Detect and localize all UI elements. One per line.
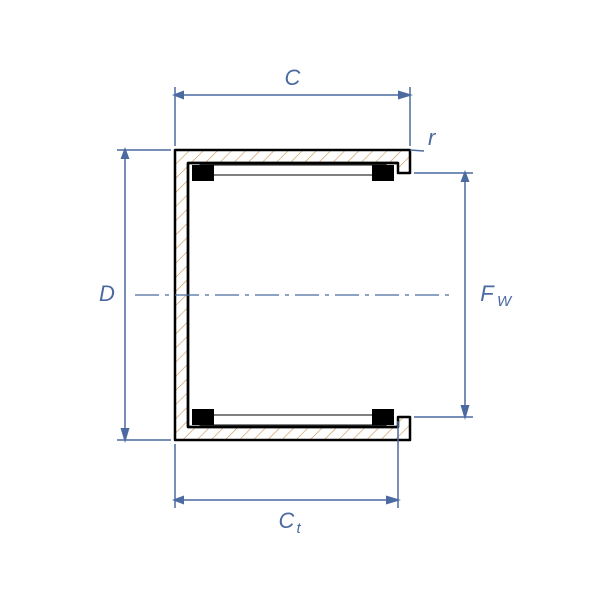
dim-r-label: r — [428, 125, 437, 150]
dim-d-label: D — [99, 281, 115, 306]
bearing-cross-section: C Ct D FWr — [0, 0, 600, 600]
seal-3 — [372, 409, 394, 425]
seal-1 — [372, 165, 394, 181]
seal-0 — [192, 165, 214, 181]
dim-ct-label: C — [279, 508, 295, 533]
seal-2 — [192, 409, 214, 425]
dim-c-label: C — [285, 65, 301, 90]
roller-top — [200, 165, 386, 175]
cup-section — [175, 150, 410, 440]
dim-fw-label: F — [480, 281, 495, 306]
dim-fw-sub: W — [497, 293, 513, 310]
r-leader — [410, 150, 424, 151]
roller-bottom — [200, 415, 386, 425]
dim-ct-sub: t — [297, 520, 302, 537]
